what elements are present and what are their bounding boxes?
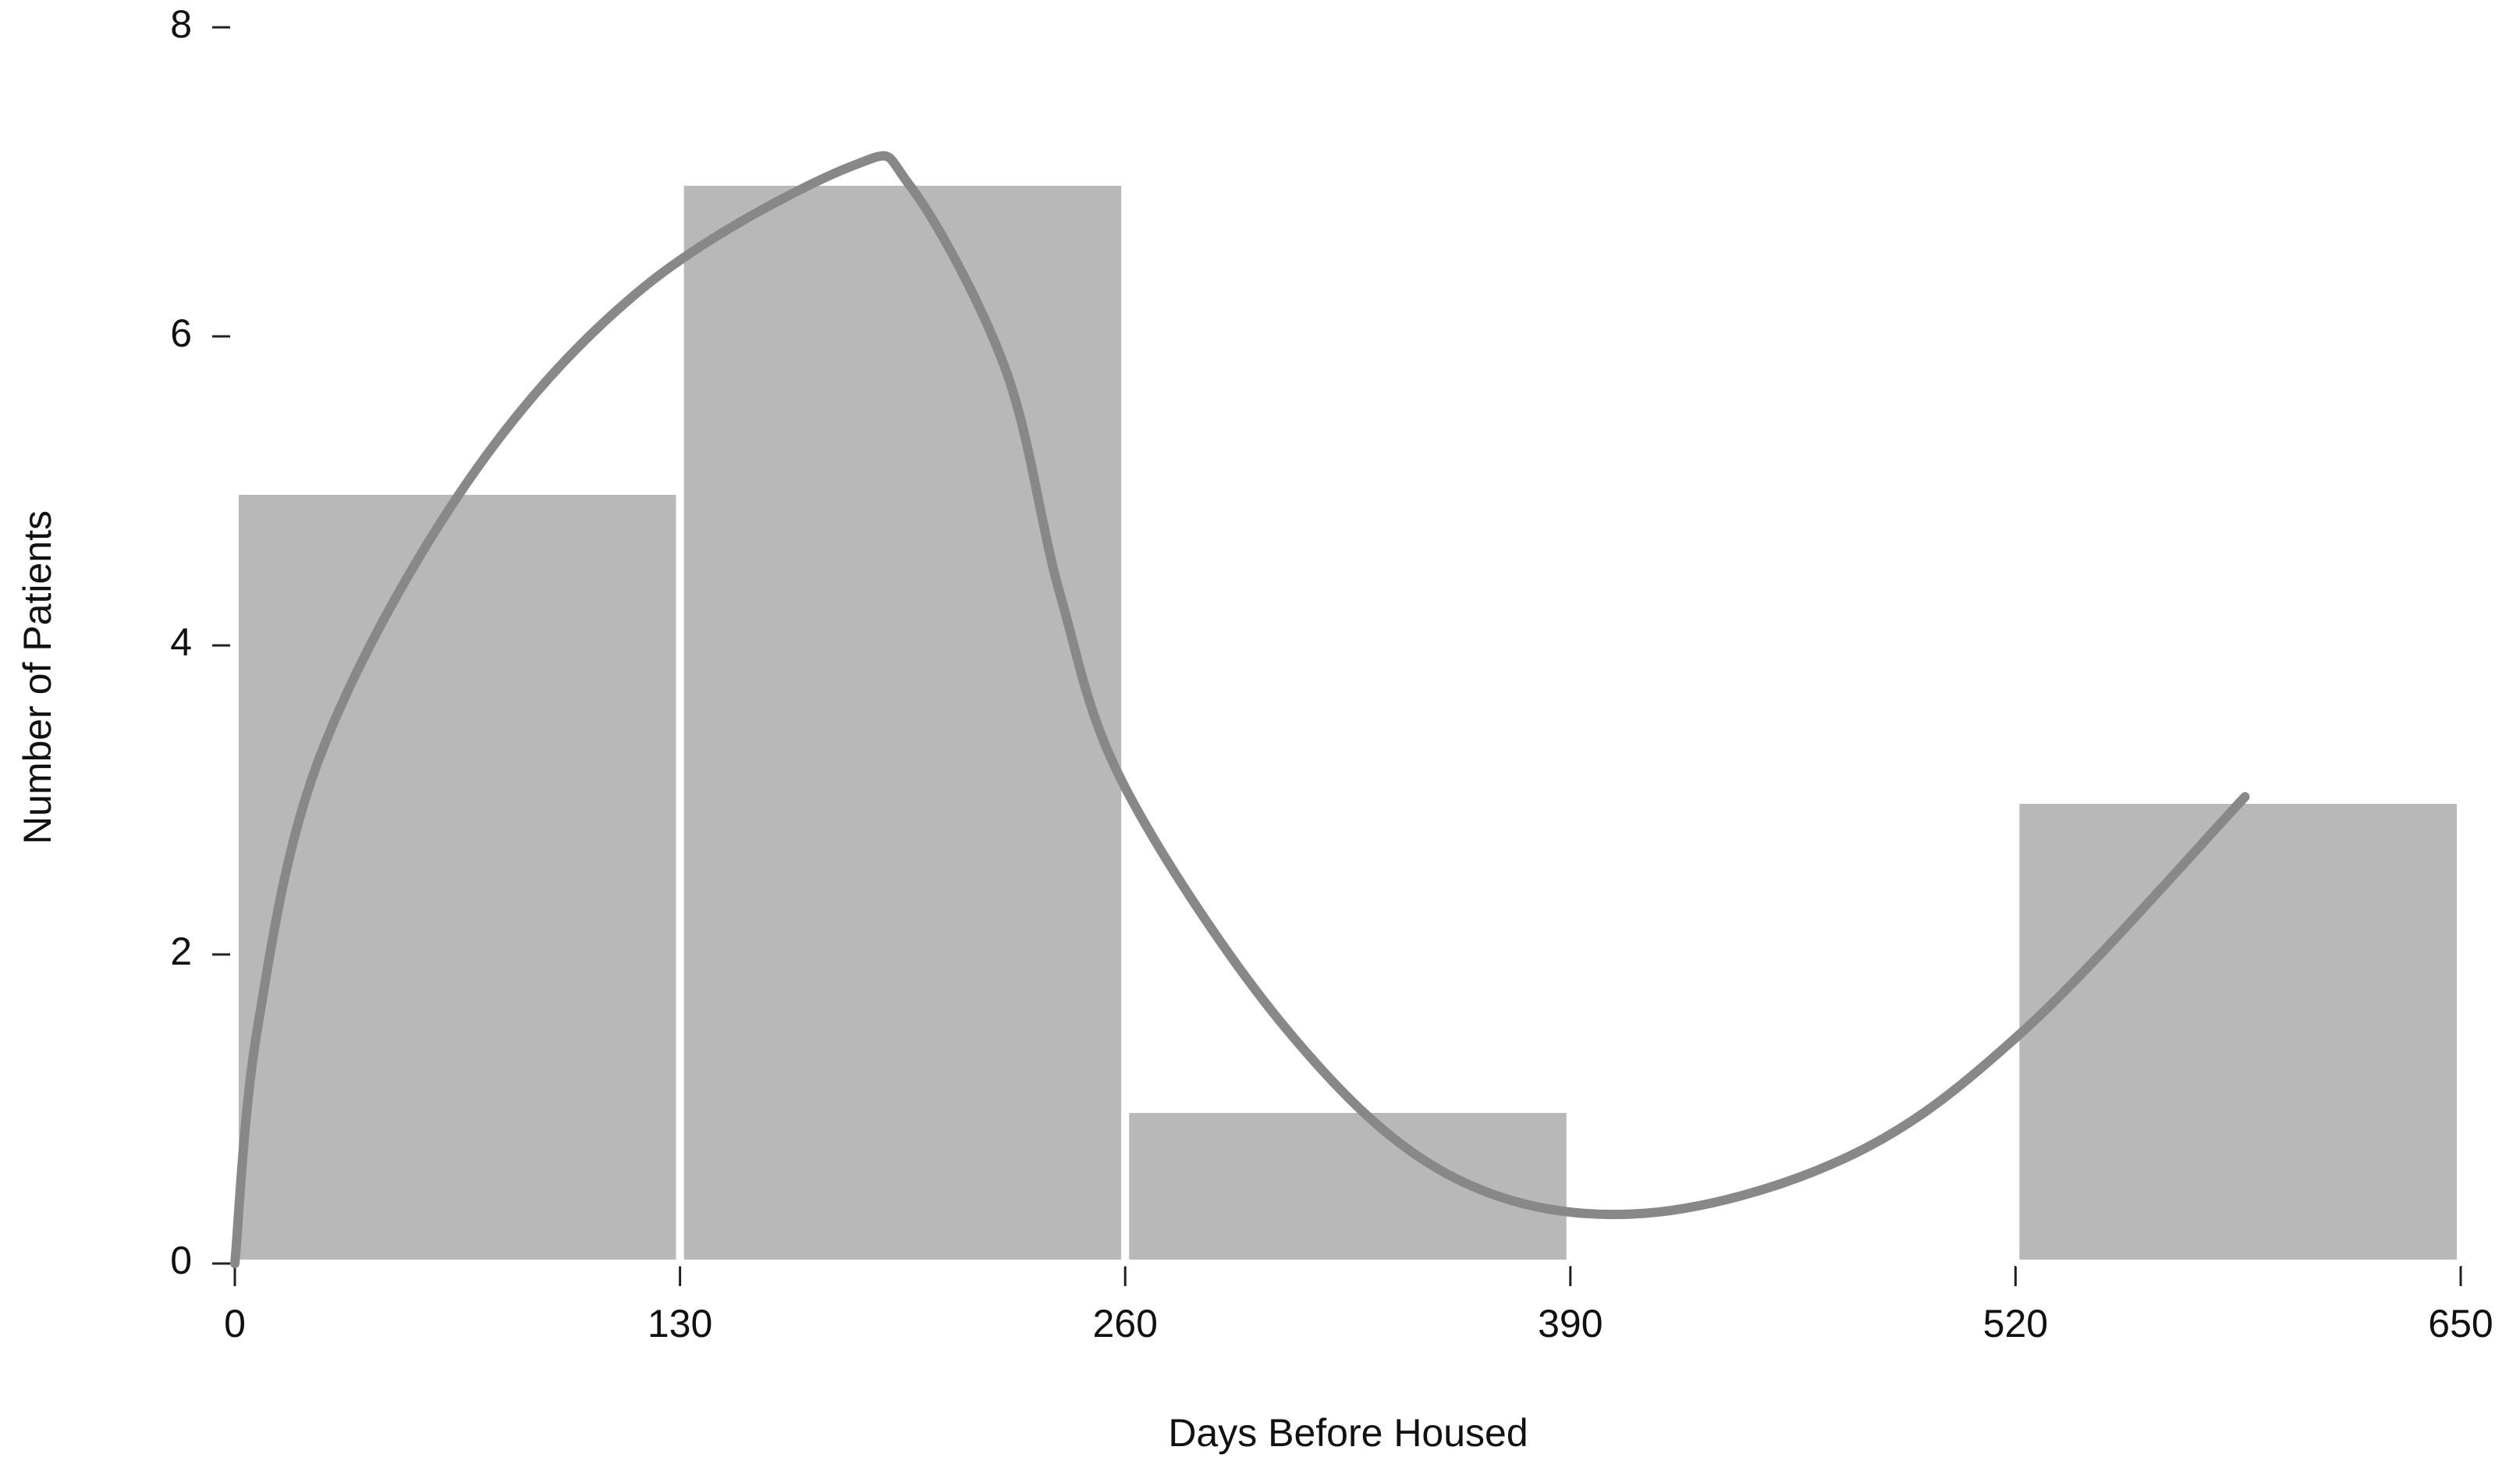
- y-tick-label: 6: [170, 311, 192, 355]
- x-tick-label: 130: [648, 1302, 712, 1345]
- bar: [676, 178, 1130, 1267]
- bar: [2011, 796, 2465, 1267]
- x-tick-label: 390: [1538, 1302, 1603, 1345]
- bar: [1121, 1105, 1574, 1267]
- y-tick-label: 4: [170, 620, 192, 664]
- y-axis-title: Number of Patients: [16, 510, 59, 844]
- y-tick-label: 8: [170, 2, 192, 46]
- x-tick-label: 650: [2428, 1302, 2493, 1345]
- y-tick-label: 2: [170, 929, 192, 973]
- x-tick-label: 0: [224, 1302, 246, 1345]
- x-axis-title: Days Before Housed: [1168, 1411, 1528, 1455]
- x-tick-label: 260: [1092, 1302, 1157, 1345]
- density-curve: [230, 151, 2250, 1268]
- x-tick-label: 520: [1983, 1302, 2048, 1345]
- bar: [231, 487, 684, 1267]
- y-tick-label: 0: [170, 1239, 192, 1282]
